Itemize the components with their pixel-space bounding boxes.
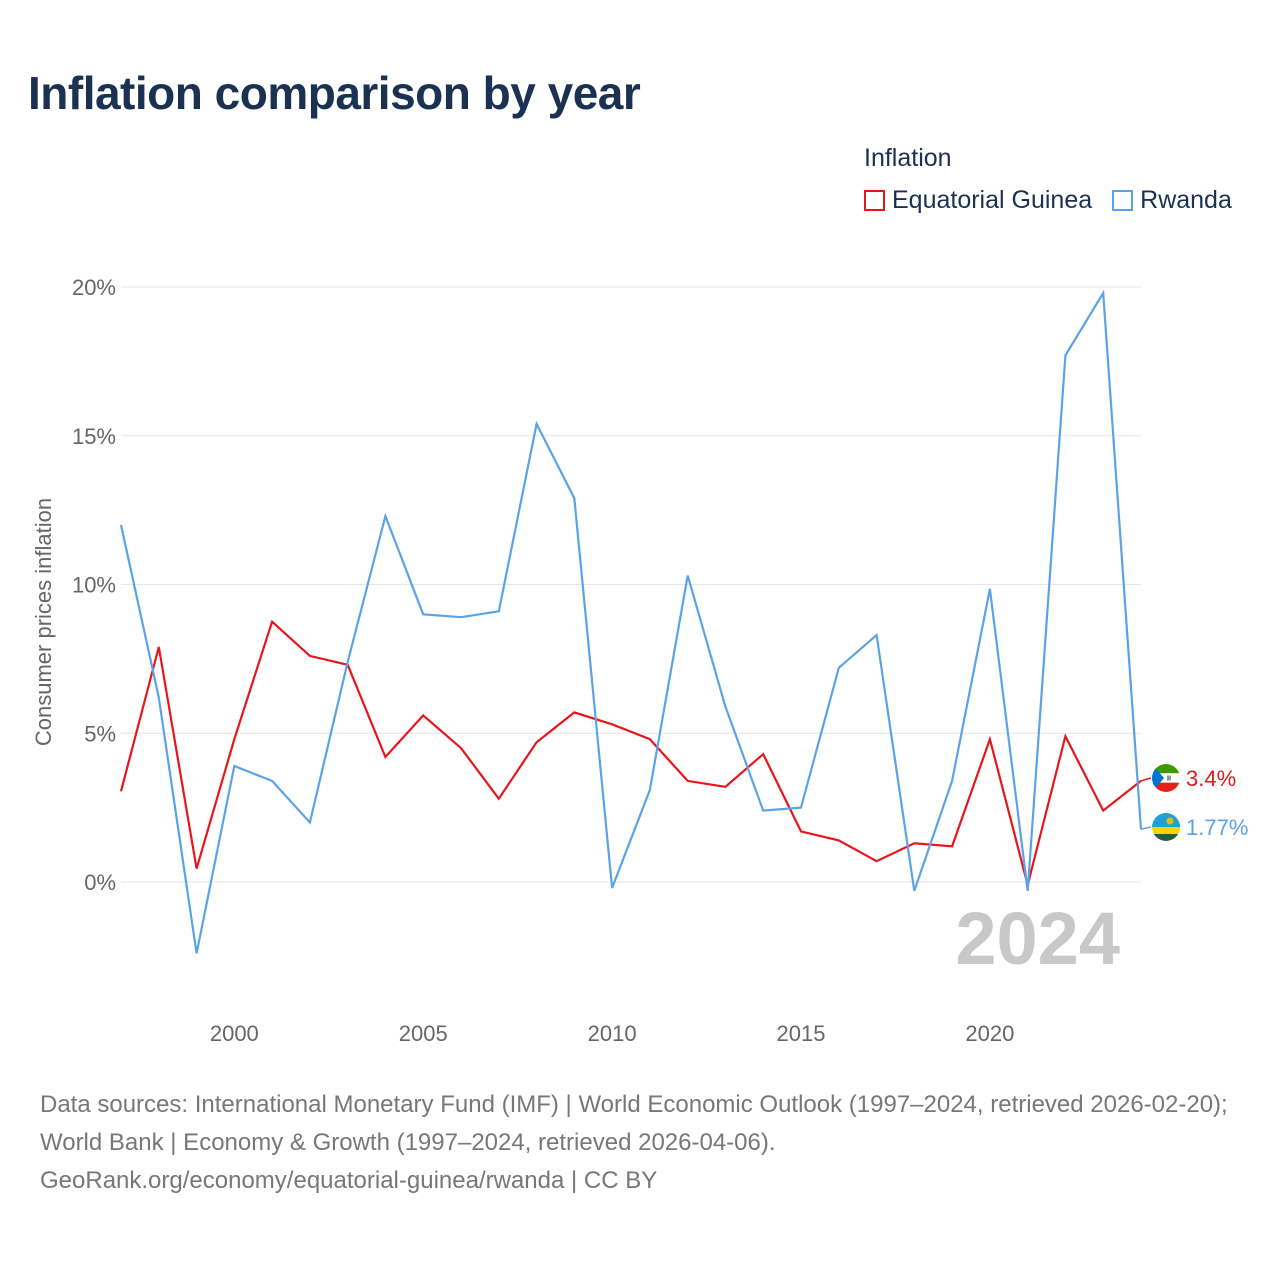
year-stamp: 2024 [955, 897, 1120, 980]
flag-stripe [1152, 813, 1180, 827]
flag-emblem [1167, 775, 1171, 781]
flag-rwanda-icon [1152, 813, 1180, 841]
flag-stripe [1152, 782, 1180, 792]
y-axis-ticks: 0% 5% 10% 15% 20% [72, 275, 116, 895]
end-label-equatorial-guinea: 3.4% [1186, 766, 1236, 791]
end-connector-equatorial-guinea [1140, 777, 1152, 782]
x-tick-label: 2000 [210, 1021, 259, 1046]
footer-sources: Data sources: International Monetary Fun… [40, 1091, 1228, 1156]
end-markers: 3.4% 1.77% [1140, 764, 1248, 841]
flag-stripe [1152, 827, 1180, 834]
legend-item-rwanda[interactable]: Rwanda [1112, 186, 1232, 215]
legend-item-equatorial-guinea[interactable]: Equatorial Guinea [864, 186, 1092, 215]
y-tick-label: 20% [72, 275, 116, 300]
flag-equatorial-guinea-icon [1152, 764, 1180, 792]
y-tick-label: 5% [84, 721, 116, 746]
legend-title: Inflation [864, 144, 952, 172]
series-line-equatorial-guinea [119, 619, 1142, 886]
flag-sun [1166, 817, 1174, 825]
y-tick-label: 10% [72, 573, 116, 598]
flag-rwanda-body [1152, 813, 1180, 841]
flag-triangle [1152, 764, 1164, 792]
flag-equatorial-guinea-body [1152, 764, 1180, 792]
legend-swatch-equatorial-guinea [864, 190, 885, 211]
legend-label-equatorial-guinea: Equatorial Guinea [892, 186, 1093, 214]
gridlines [121, 286, 1141, 883]
series-line-rwanda [119, 289, 1143, 954]
legend-swatch-rwanda [1112, 190, 1134, 211]
x-tick-label: 2015 [777, 1021, 826, 1046]
end-connector-rwanda [1140, 826, 1152, 831]
series-lines [119, 289, 1143, 954]
y-tick-label: 0% [84, 870, 116, 895]
y-tick-label: 15% [72, 424, 116, 449]
x-tick-label: 2005 [399, 1021, 448, 1046]
flag-stripe [1152, 834, 1180, 841]
end-label-rwanda: 1.77% [1186, 815, 1248, 840]
x-tick-label: 2010 [588, 1021, 637, 1046]
footer-credit: GeoRank.org/economy/equatorial-guinea/rw… [40, 1167, 658, 1194]
x-tick-label: 2020 [965, 1021, 1014, 1046]
legend-label-rwanda: Rwanda [1140, 186, 1232, 214]
flag-stripe [1152, 773, 1180, 783]
x-axis-ticks: 2000 2005 2010 2015 2020 [210, 1021, 1015, 1046]
flag-stripe [1152, 764, 1180, 774]
chart-title: Inflation comparison by year [28, 67, 641, 119]
legend: Equatorial Guinea Rwanda [864, 186, 1232, 215]
footer: Data sources: International Monetary Fun… [40, 1086, 1250, 1200]
